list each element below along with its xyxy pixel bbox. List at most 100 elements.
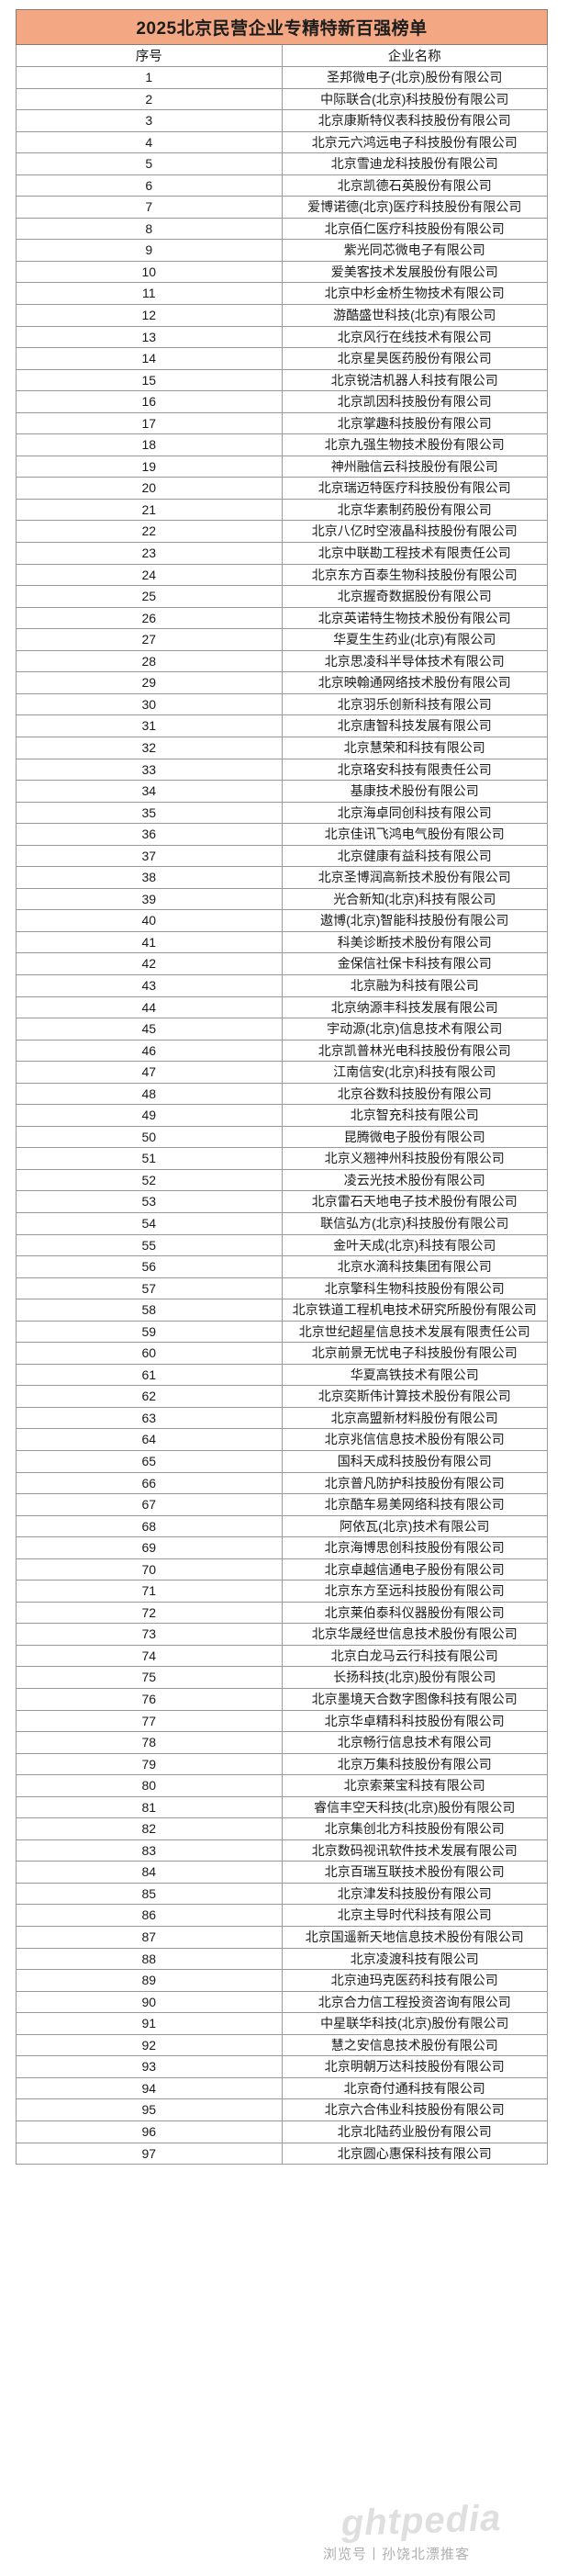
- table-row: 56 北京水滴科技集团有限公司: [16, 1255, 548, 1278]
- row-index-text: 80: [141, 1778, 157, 1794]
- row-index-cell: 45: [16, 1018, 283, 1041]
- row-index-text: 16: [141, 394, 157, 410]
- column-header-index: 序号: [16, 44, 283, 67]
- row-index-cell: 50: [16, 1125, 283, 1149]
- row-index-cell: 2: [16, 87, 283, 111]
- company-name-text: 北京华素制药股份有限公司: [337, 501, 492, 517]
- company-name-cell: 北京津发科技股份有限公司: [281, 1882, 548, 1906]
- company-name-text: 北京凯普林光电科技股份有限公司: [317, 1042, 511, 1058]
- company-name-cell: 北京北陆药业股份有限公司: [281, 2120, 548, 2143]
- table-row: 24 北京东方百泰生物科技股份有限公司: [16, 563, 548, 587]
- company-name-text: 北京合力信工程投资咨询有限公司: [317, 1994, 511, 2009]
- row-index-text: 32: [141, 739, 157, 755]
- row-index-text: 49: [141, 1108, 157, 1123]
- page-title: 2025北京民营企业专精特新百强榜单: [16, 9, 548, 45]
- row-index-cell: 39: [16, 887, 283, 911]
- row-index-cell: 47: [16, 1061, 283, 1084]
- row-index-cell: 61: [16, 1363, 283, 1387]
- row-index-text: 57: [141, 1280, 157, 1296]
- table-row: 28 北京思凌科半导体技术有限公司: [16, 649, 548, 673]
- row-index-cell: 53: [16, 1190, 283, 1213]
- row-index-cell: 34: [16, 780, 283, 803]
- company-name-text: 北京风行在线技术有限公司: [337, 329, 492, 344]
- table-row: 11 北京中杉金桥生物技术有限公司: [16, 282, 548, 306]
- row-index-cell: 58: [16, 1299, 283, 1322]
- company-name-text: 华夏高铁技术有限公司: [350, 1367, 479, 1382]
- company-name-cell: 北京雪迪龙科技股份有限公司: [281, 152, 548, 175]
- company-name-cell: 睿信丰空天科技(北京)股份有限公司: [281, 1795, 548, 1819]
- table-row: 83 北京数码视讯软件技术发展有限公司: [16, 1839, 548, 1862]
- company-name-cell: 遨博(北京)智能科技股份有限公司: [281, 909, 548, 932]
- company-name-cell: 北京健康有益科技有限公司: [281, 844, 548, 868]
- row-index-cell: 30: [16, 692, 283, 716]
- row-index-text: 96: [141, 2123, 157, 2139]
- row-index-text: 90: [141, 1994, 157, 2009]
- row-index-text: 35: [141, 804, 157, 820]
- company-name-cell: 科美诊断技术股份有限公司: [281, 930, 548, 954]
- row-index-cell: 17: [16, 411, 283, 435]
- row-index-cell: 42: [16, 952, 283, 975]
- company-name-text: 北京酷车易美网络科技有限公司: [324, 1497, 505, 1513]
- row-index-text: 19: [141, 458, 157, 474]
- table-row: 55 金叶天成(北京)科技有限公司: [16, 1233, 548, 1257]
- row-index-cell: 54: [16, 1211, 283, 1235]
- row-index-text: 13: [141, 329, 157, 344]
- company-name-cell: 北京羽乐创新科技有限公司: [281, 692, 548, 716]
- company-name-cell: 北京英诺特生物技术股份有限公司: [281, 606, 548, 630]
- row-index-text: 88: [141, 1951, 157, 1966]
- company-name-text: 北京慧荣和科技有限公司: [343, 739, 485, 755]
- company-name-cell: 北京高盟新材料股份有限公司: [281, 1406, 548, 1430]
- row-index-cell: 18: [16, 433, 283, 456]
- table-row: 97 北京圆心惠保科技有限公司: [16, 2142, 548, 2165]
- watermark-account: 浏览号丨孙饶北漂推客: [323, 2547, 471, 2562]
- company-name-text: 华夏生生药业(北京)有限公司: [333, 632, 496, 647]
- company-name-cell: 中星联华科技(北京)股份有限公司: [281, 2012, 548, 2035]
- company-name-cell: 游酷盛世科技(北京)有限公司: [281, 304, 548, 327]
- company-name-cell: 北京合力信工程投资咨询有限公司: [281, 1990, 548, 2014]
- row-index-cell: 27: [16, 628, 283, 651]
- column-header-name: 企业名称: [281, 44, 548, 67]
- company-name-cell: 光合新知(北京)科技有限公司: [281, 887, 548, 911]
- company-name-cell: 北京掌趣科技股份有限公司: [281, 411, 548, 435]
- row-index-text: 6: [145, 177, 153, 193]
- company-name-text: 北京佳讯飞鸿电气股份有限公司: [324, 827, 505, 842]
- table-row: 59 北京世纪超星信息技术发展有限责任公司: [16, 1320, 548, 1344]
- row-index-cell: 73: [16, 1623, 283, 1646]
- company-name-cell: 北京谷数科技股份有限公司: [281, 1082, 548, 1106]
- company-name-text: 北京前景无忧电子科技股份有限公司: [311, 1345, 518, 1361]
- page-title-text: 2025北京民营企业专精特新百强榜单: [136, 19, 428, 39]
- row-index-text: 73: [141, 1626, 157, 1642]
- table-row: 39 光合新知(北京)科技有限公司: [16, 887, 548, 911]
- row-index-text: 4: [145, 134, 153, 150]
- row-index-text: 18: [141, 437, 157, 453]
- table-row: 5 北京雪迪龙科技股份有限公司: [16, 152, 548, 175]
- table-row: 46 北京凯普林光电科技股份有限公司: [16, 1039, 548, 1063]
- table-row: 65 国科天成科技股份有限公司: [16, 1450, 548, 1473]
- table-row: 90 北京合力信工程投资咨询有限公司: [16, 1990, 548, 2014]
- company-name-text: 北京元六鸿远电子科技股份有限公司: [311, 134, 518, 150]
- company-name-cell: 北京国遥新天地信息技术股份有限公司: [281, 1926, 548, 1949]
- company-name-cell: 金叶天成(北京)科技有限公司: [281, 1233, 548, 1257]
- company-name-cell: 凌云光技术股份有限公司: [281, 1168, 548, 1192]
- row-index-text: 48: [141, 1086, 157, 1101]
- row-index-cell: 57: [16, 1277, 283, 1300]
- row-index-cell: 22: [16, 520, 283, 544]
- company-name-text: 北京圣博润高新技术股份有限公司: [317, 870, 511, 885]
- row-index-cell: 75: [16, 1666, 283, 1690]
- company-name-cell: 中际联合(北京)科技股份有限公司: [281, 87, 548, 111]
- company-name-text: 北京凯因科技股份有限公司: [337, 394, 492, 410]
- row-index-text: 21: [141, 501, 157, 517]
- company-name-cell: 江南信安(北京)科技有限公司: [281, 1061, 548, 1084]
- row-index-text: 15: [141, 372, 157, 388]
- table-row: 21 北京华素制药股份有限公司: [16, 498, 548, 522]
- company-name-cell: 北京华素制药股份有限公司: [281, 498, 548, 522]
- company-name-cell: 基康技术股份有限公司: [281, 780, 548, 803]
- row-index-cell: 77: [16, 1709, 283, 1733]
- row-index-text: 69: [141, 1540, 157, 1556]
- table-row: 15 北京锐洁机器人科技有限公司: [16, 368, 548, 392]
- table-row: 57 北京擎科生物科技股份有限公司: [16, 1277, 548, 1300]
- table-body: 2025北京民营企业专精特新百强榜单 序号 企业名称 1 圣邦微电子(北京)股份有…: [16, 9, 548, 2165]
- company-name-text: 北京纳源丰科技发展有限公司: [330, 999, 498, 1015]
- row-index-text: 58: [141, 1302, 157, 1318]
- company-name-cell: 北京前景无忧电子科技股份有限公司: [281, 1342, 548, 1365]
